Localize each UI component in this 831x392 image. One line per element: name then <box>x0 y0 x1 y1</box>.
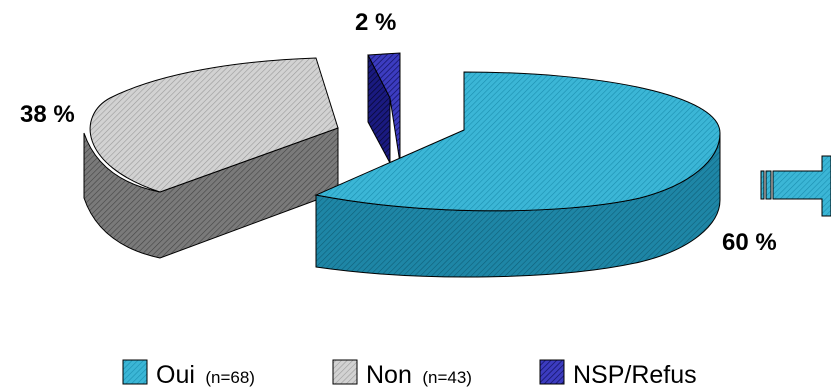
legend-swatch-nsp <box>539 359 565 385</box>
legend-item-non: Non (n=43) <box>332 359 472 389</box>
legend-label-oui: Oui (n=68) <box>156 361 255 389</box>
legend-swatch-oui <box>122 359 148 385</box>
legend-label-nsp: NSP/Refus <box>573 361 697 389</box>
legend-label-non: Non (n=43) <box>366 361 472 389</box>
legend-item-nsp: NSP/Refus <box>539 359 697 389</box>
legend-swatch-non <box>332 359 358 385</box>
label-oui: 60 % <box>722 229 777 256</box>
right-arrow-icon <box>760 155 831 217</box>
pie-slice-oui <box>314 71 721 278</box>
pie-slice-non-top <box>89 57 339 193</box>
label-non: 38 % <box>20 101 75 128</box>
pie-slice-non <box>83 57 339 259</box>
label-nsp: 2 % <box>355 9 396 36</box>
pie-slice-nsp <box>367 52 401 164</box>
legend: Oui (n=68) Non (n=43) NSP/Refus <box>122 359 697 389</box>
legend-item-oui: Oui (n=68) <box>122 359 255 389</box>
pie-slice-oui-top <box>314 71 721 212</box>
